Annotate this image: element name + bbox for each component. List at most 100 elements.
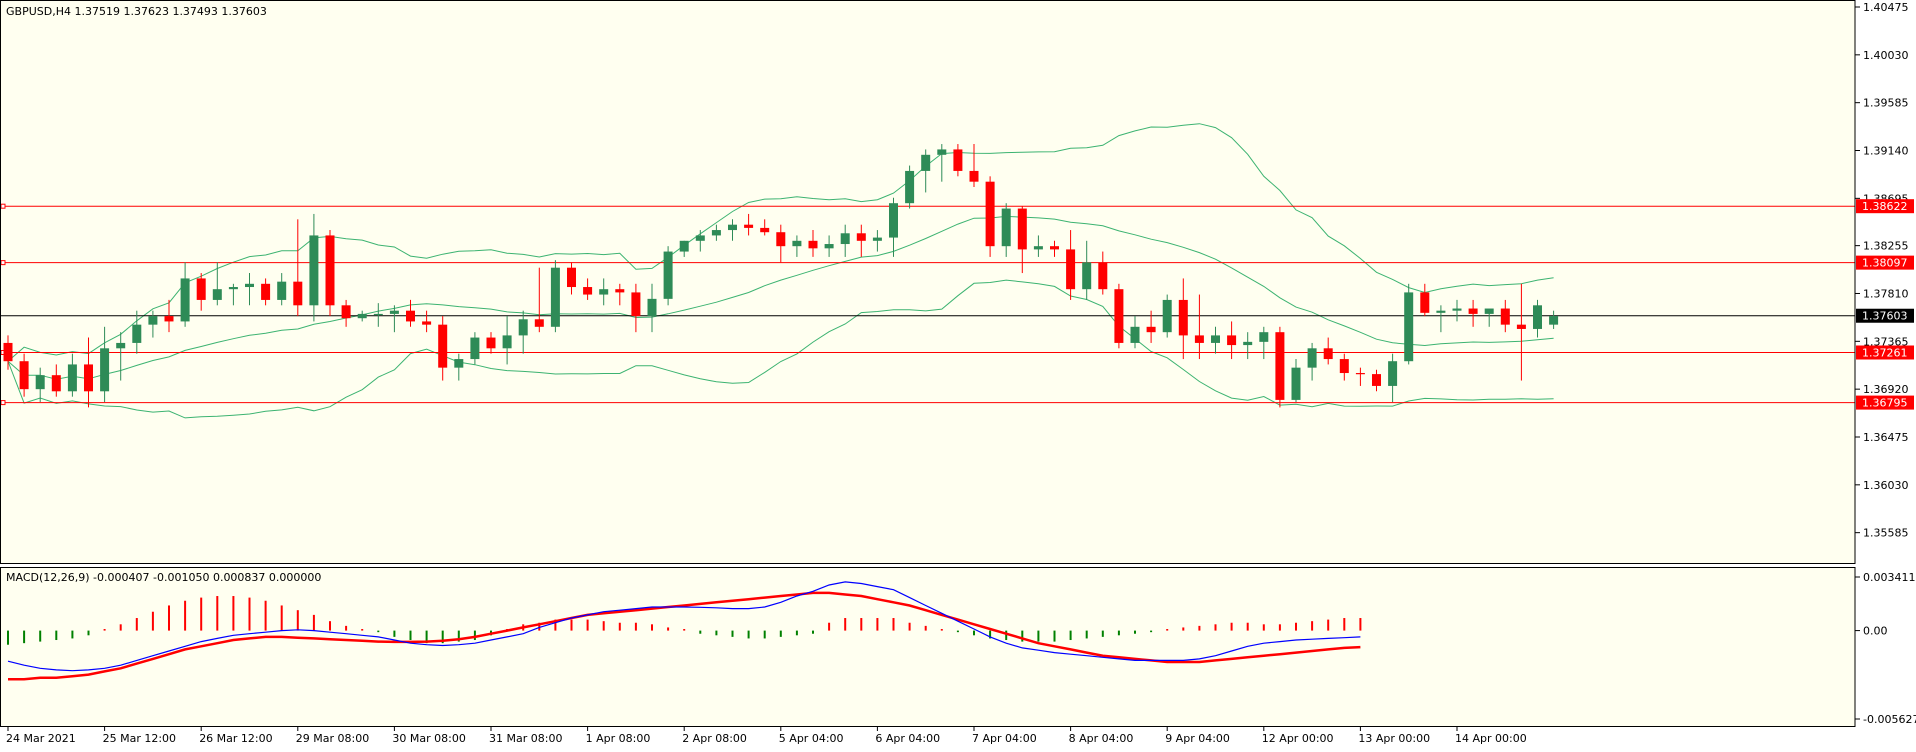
price-tick-label: 1.37810 (1863, 287, 1909, 300)
macd-main-line (7, 581, 1361, 672)
level-price-tag-3-bg (1856, 345, 1914, 360)
candle-body (228, 287, 238, 290)
level-price-tag-4-bg (1856, 395, 1914, 410)
candle-body (486, 337, 496, 349)
candle-body (261, 283, 271, 300)
candle-body (1420, 292, 1430, 313)
candle-body (438, 324, 448, 368)
price-tick-label: 1.40030 (1863, 49, 1909, 62)
candle-body (1114, 289, 1124, 343)
time-tick-label: 14 Apr 00:00 (1455, 732, 1527, 745)
candle-body (1307, 348, 1317, 368)
candle-body (454, 359, 464, 368)
time-tick-label: 25 Mar 12:00 (103, 732, 176, 745)
candle-body (1033, 246, 1043, 250)
candle-body (872, 237, 882, 241)
time-axis: 24 Mar 2021 25 Mar 12:00 26 Mar 12:00 29 Ma… (6, 727, 1527, 745)
candle-body (1516, 324, 1526, 329)
candle-body (19, 361, 29, 390)
time-tick-label: 26 Mar 12:00 (199, 732, 272, 745)
time-axis-background (0, 727, 1916, 748)
candle-body (3, 342, 13, 362)
candle-body (695, 235, 705, 241)
candle-body (35, 375, 45, 390)
candle-body (309, 235, 319, 306)
price-tick-label: 1.40475 (1863, 1, 1909, 14)
candle-body (1291, 367, 1301, 400)
candle-body (1162, 299, 1172, 333)
candle-body (550, 267, 560, 327)
time-tick-label: 24 Mar 2021 (6, 732, 76, 745)
time-tick-label: 8 Apr 04:00 (1069, 732, 1134, 745)
candle-body (1130, 326, 1140, 343)
candle-body (1404, 292, 1414, 362)
level-price-tag-2-bg (1856, 255, 1914, 270)
right-axis-background (1855, 0, 1916, 748)
level-anchor-1 (0, 203, 6, 209)
time-tick-label: 2 Apr 08:00 (682, 732, 747, 745)
candle-body (1178, 299, 1188, 336)
candle-body (1146, 326, 1156, 333)
candle-body (856, 233, 866, 241)
time-tick-label: 13 Apr 00:00 (1358, 732, 1430, 745)
macd-tick-label: -0.005627 (1863, 713, 1916, 726)
macd-background (0, 567, 1855, 727)
candle-body (840, 233, 850, 245)
candle-body (293, 281, 303, 306)
candle-body (631, 292, 641, 317)
level-price-tag-4: 1.36795 (1862, 397, 1908, 410)
macd-title: MACD(12,26,9) -0.000407 -0.001050 0.0008… (6, 571, 321, 584)
candle-body (711, 230, 721, 236)
candle-body (100, 348, 110, 392)
candle-body (599, 289, 609, 295)
candle-body (663, 251, 673, 299)
macd-axis: 0.003411 0.00 -0.005627 (1855, 571, 1916, 726)
candle-body (1243, 341, 1253, 346)
candle-body (1388, 361, 1398, 386)
candle-body (776, 232, 786, 247)
level-price-tag-2: 1.38097 (1862, 257, 1908, 270)
candle-body (116, 342, 126, 349)
candle-body (1436, 310, 1446, 313)
candle-body (1484, 308, 1494, 314)
candle-body (1227, 335, 1237, 346)
candle-body (953, 149, 963, 171)
candle-body (615, 289, 625, 293)
candle-body (196, 278, 206, 300)
candle-body (583, 287, 593, 295)
candle-body (1372, 374, 1381, 386)
candle-body (67, 364, 77, 392)
level-price-tag-3: 1.37261 (1862, 346, 1908, 359)
candle-body (148, 316, 158, 325)
time-tick-label: 6 Apr 04:00 (875, 732, 940, 745)
candle-body (1017, 208, 1027, 250)
level-anchor-2 (0, 260, 6, 266)
candle-body (1098, 262, 1108, 290)
candle-body (518, 319, 528, 336)
candle-body (470, 337, 480, 360)
bollinger-lower (7, 279, 1554, 419)
candle-body (502, 335, 512, 349)
candle-body (1355, 373, 1365, 375)
level-price-tag-1-bg (1856, 199, 1914, 214)
candle-body (1275, 332, 1285, 400)
candle-body (341, 305, 351, 319)
price-tick-label: 1.36920 (1863, 383, 1909, 396)
candle-body (84, 364, 93, 392)
candle-body (889, 203, 898, 238)
candle-body (985, 181, 995, 247)
bollinger-upper (7, 123, 1554, 362)
bollinger-bands (7, 123, 1554, 419)
candle-body (51, 375, 61, 392)
chart-frames (0, 0, 1856, 727)
price-tick-label: 1.36475 (1863, 431, 1909, 444)
time-tick-label: 30 Mar 08:00 (392, 732, 465, 745)
candle-body (937, 149, 947, 155)
candle-body (1050, 246, 1059, 250)
level-anchor-4 (0, 400, 6, 406)
candle-body (808, 240, 818, 249)
candle-body (792, 240, 802, 247)
candle-body (212, 289, 222, 300)
time-tick-label: 7 Apr 04:00 (972, 732, 1037, 745)
